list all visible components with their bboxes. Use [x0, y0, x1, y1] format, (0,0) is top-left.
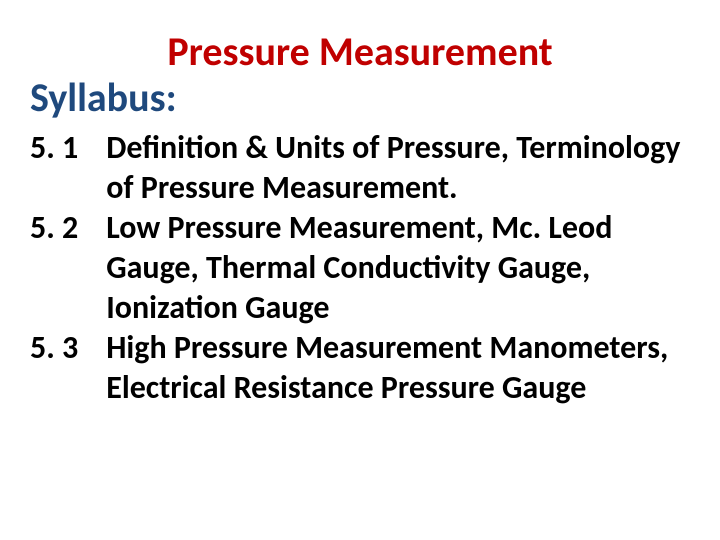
item-number: 5. 1	[30, 128, 106, 168]
item-number: 5. 2	[30, 208, 106, 248]
slide: Pressure Measurement Syllabus: 5. 1 Defi…	[0, 0, 720, 540]
list-item: 5. 2 Low Pressure Measurement, Mc. Leod …	[30, 208, 690, 328]
list-item: 5. 1 Definition & Units of Pressure, Ter…	[30, 128, 690, 208]
item-text: Low Pressure Measurement, Mc. Leod Gauge…	[106, 208, 690, 328]
syllabus-items: 5. 1 Definition & Units of Pressure, Ter…	[30, 128, 690, 408]
list-item: 5. 3 High Pressure Measurement Manometer…	[30, 328, 690, 408]
syllabus-heading: Syllabus:	[30, 76, 690, 120]
item-text: Definition & Units of Pressure, Terminol…	[106, 128, 690, 208]
slide-title: Pressure Measurement	[30, 30, 690, 74]
item-number: 5. 3	[30, 328, 106, 368]
item-text: High Pressure Measurement Manometers, El…	[106, 328, 690, 408]
